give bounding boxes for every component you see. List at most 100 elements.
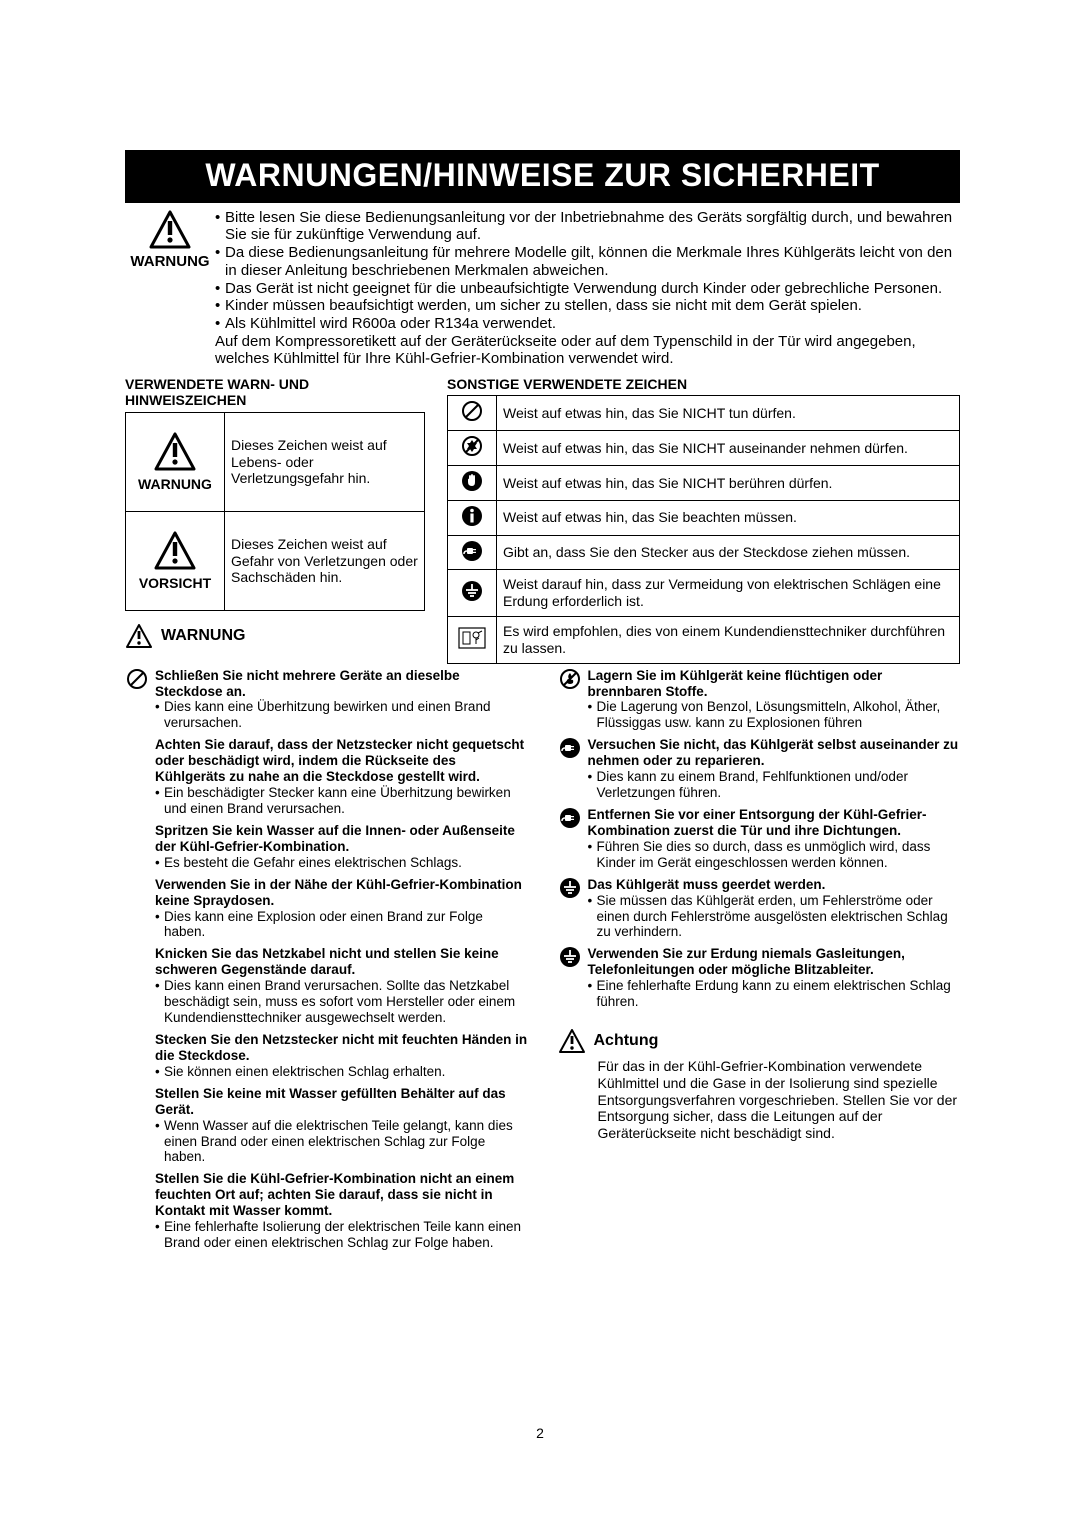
left-symbol-table: WARNUNG Dieses Zeichen weist auf Lebens-… (125, 412, 425, 611)
table-row: Weist auf etwas hin, das Sie NICHT berüh… (448, 466, 960, 501)
warning-item-bullets: Es besteht die Gefahr eines elektrischen… (155, 855, 528, 871)
achtung-text: Für das in der Kühl-Gefrier-Kombination … (558, 1058, 961, 1142)
intro-bullet-list: Bitte lesen Sie diese Bedienungsanleitun… (215, 209, 960, 333)
row-label: WARNUNG (130, 476, 220, 493)
warning-item-body: Stellen Sie keine mit Wasser gefüllten B… (155, 1086, 528, 1166)
warning-item: Stellen Sie die Kühl-Gefrier-Kombination… (125, 1171, 528, 1251)
warning-item-body: Schließen Sie nicht mehrere Geräte an di… (155, 668, 528, 732)
row-text: Es wird empfohlen, dies von einem Kunden… (497, 617, 960, 664)
right-table-col: SONSTIGE VERWENDETE ZEICHEN Weist auf et… (447, 376, 960, 664)
warning-item-bullets: Eine fehlerhafte Isolierung der elektris… (155, 1219, 528, 1251)
warning-item-bullets: Sie müssen das Kühlgerät erden, um Fehle… (588, 893, 961, 941)
service-icon (457, 626, 487, 650)
warning-triangle-icon (558, 1028, 586, 1054)
warning-item-icon (558, 668, 582, 732)
intro-bullet: Kinder müssen beaufsichtigt werden, um s… (215, 297, 960, 315)
warning-triangle-icon (148, 209, 192, 251)
row-text: Dieses Zeichen weist auf Gefahr von Verl… (225, 511, 425, 610)
warning-item: Verwenden Sie zur Erdung niemals Gasleit… (558, 946, 961, 1010)
warning-item-icon (125, 1171, 149, 1251)
warning-item-icon (558, 946, 582, 1010)
warning-item: Spritzen Sie kein Wasser auf die Innen- … (125, 823, 528, 871)
row-label: VORSICHT (130, 575, 220, 592)
unplug-icon (559, 807, 581, 829)
symbol-cell: VORSICHT (126, 511, 225, 610)
achtung-label: Achtung (594, 1032, 659, 1051)
warning-item: Versuchen Sie nicht, das Kühlgerät selbs… (558, 737, 961, 801)
page-title-banner: WARNUNGEN/HINWEISE ZUR SICHERHEIT (125, 150, 960, 203)
no-disassemble-icon (461, 435, 483, 457)
warning-item-body: Verwenden Sie in der Nähe der Kühl-Gefri… (155, 877, 528, 941)
achtung-header: Achtung (558, 1028, 961, 1054)
right-table-title: SONSTIGE VERWENDETE ZEICHEN (447, 376, 960, 393)
page-number: 2 (0, 1425, 1080, 1442)
warning-item: Verwenden Sie in der Nähe der Kühl-Gefri… (125, 877, 528, 941)
manual-page: WARNUNGEN/HINWEISE ZUR SICHERHEIT WARNUN… (0, 0, 1080, 1528)
right-symbol-table: Weist auf etwas hin, das Sie NICHT tun d… (447, 395, 960, 663)
warning-item: Das Kühlgerät muss geerdet werden.Sie mü… (558, 877, 961, 941)
warning-item-head: Schließen Sie nicht mehrere Geräte an di… (155, 668, 528, 700)
warning-item: Achten Sie darauf, dass der Netzstecker … (125, 737, 528, 817)
warning-item-icon (125, 823, 149, 871)
warning-item: Knicken Sie das Netzkabel nicht und stel… (125, 946, 528, 1026)
warning-item-bullet: Dies kann eine Explosion oder einen Bran… (155, 909, 528, 941)
warning-item-head: Verwenden Sie zur Erdung niemals Gasleit… (588, 946, 961, 978)
ground-icon (559, 877, 581, 899)
warning-item-bullet: Dies kann einen Brand verursachen. Sollt… (155, 978, 528, 1026)
warning-item-icon (125, 877, 149, 941)
warning-item-body: Entfernen Sie vor einer Entsorgung der K… (588, 807, 961, 871)
notice-icon (461, 505, 483, 527)
warning-item-bullet: Eine fehlerhafte Erdung kann zu einem el… (588, 978, 961, 1010)
warning-item: Schließen Sie nicht mehrere Geräte an di… (125, 668, 528, 732)
warning-item-body: Das Kühlgerät muss geerdet werden.Sie mü… (588, 877, 961, 941)
warning-item: Entfernen Sie vor einer Entsorgung der K… (558, 807, 961, 871)
warning-item-bullets: Die Lagerung von Benzol, Lösungsmitteln,… (588, 699, 961, 731)
prohibit-icon (126, 668, 148, 690)
warnung-section-label: WARNUNG (161, 627, 245, 646)
warning-item-bullet: Es besteht die Gefahr eines elektrischen… (155, 855, 528, 871)
no-flame-icon (559, 668, 581, 690)
warning-triangle-icon (153, 431, 197, 473)
ground-icon (461, 580, 483, 602)
warning-triangle-icon (153, 530, 197, 572)
intro-text: Bitte lesen Sie diese Bedienungsanleitun… (215, 209, 960, 368)
warning-item-head: Lagern Sie im Kühlgerät keine flüchtigen… (588, 668, 961, 700)
warning-item-head: Stellen Sie keine mit Wasser gefüllten B… (155, 1086, 528, 1118)
warning-item-icon (125, 1086, 149, 1166)
warning-item-head: Achten Sie darauf, dass der Netzstecker … (155, 737, 528, 785)
warning-item-bullet: Wenn Wasser auf die elektrischen Teile g… (155, 1118, 528, 1166)
warning-item-body: Verwenden Sie zur Erdung niemals Gasleit… (588, 946, 961, 1010)
warning-item-head: Stecken Sie den Netzstecker nicht mit fe… (155, 1032, 528, 1064)
warning-item-icon (558, 877, 582, 941)
warning-item-bullets: Dies kann eine Explosion oder einen Bran… (155, 909, 528, 941)
warnings-right-col: Lagern Sie im Kühlgerät keine flüchtigen… (558, 668, 961, 1257)
row-text: Weist auf etwas hin, das Sie NICHT tun d… (497, 396, 960, 431)
warning-item-head: Entfernen Sie vor einer Entsorgung der K… (588, 807, 961, 839)
table-row: VORSICHT Dieses Zeichen weist auf Gefahr… (126, 511, 425, 610)
warning-item-icon (125, 946, 149, 1026)
warning-item-bullet: Eine fehlerhafte Isolierung der elektris… (155, 1219, 528, 1251)
warning-item: Stellen Sie keine mit Wasser gefüllten B… (125, 1086, 528, 1166)
ground-icon (559, 946, 581, 968)
warning-item: Stecken Sie den Netzstecker nicht mit fe… (125, 1032, 528, 1080)
warning-item-bullet: Dies kann eine Überhitzung bewirken und … (155, 699, 528, 731)
left-table-title: VERWENDETE WARN- UND HINWEISZEICHEN (125, 376, 425, 409)
warning-item-bullets: Sie können einen elektrischen Schlag erh… (155, 1064, 528, 1080)
prohibit-icon (461, 400, 483, 422)
warning-item: Lagern Sie im Kühlgerät keine flüchtigen… (558, 668, 961, 732)
table-row: Gibt an, dass Sie den Stecker aus der St… (448, 535, 960, 570)
intro-bullet: Das Gerät ist nicht geeignet für die unb… (215, 280, 960, 298)
left-table-col: VERWENDETE WARN- UND HINWEISZEICHEN WARN… (125, 376, 425, 664)
warning-item-bullet: Führen Sie dies so durch, dass es unmögl… (588, 839, 961, 871)
unplug-icon (559, 737, 581, 759)
warning-item-bullets: Wenn Wasser auf die elektrischen Teile g… (155, 1118, 528, 1166)
warning-item-icon (125, 737, 149, 817)
warning-item-body: Knicken Sie das Netzkabel nicht und stel… (155, 946, 528, 1026)
warning-item-head: Spritzen Sie kein Wasser auf die Innen- … (155, 823, 528, 855)
warning-item-body: Spritzen Sie kein Wasser auf die Innen- … (155, 823, 528, 871)
table-row: Weist darauf hin, dass zur Vermeidung vo… (448, 570, 960, 617)
warning-item-bullets: Führen Sie dies so durch, dass es unmögl… (588, 839, 961, 871)
warning-item-head: Versuchen Sie nicht, das Kühlgerät selbs… (588, 737, 961, 769)
warning-item-icon (558, 807, 582, 871)
warning-triangle-icon (125, 623, 153, 649)
